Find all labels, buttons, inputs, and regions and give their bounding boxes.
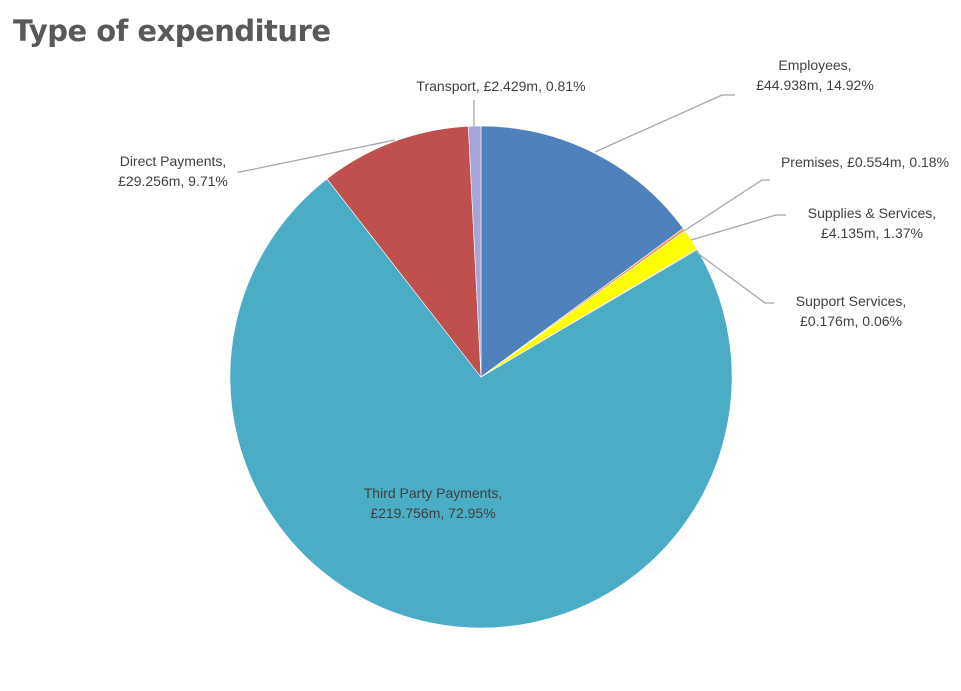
data-label-line: Supplies & Services, bbox=[808, 205, 936, 221]
leader-line-support-services bbox=[695, 251, 774, 304]
data-labels: Employees, £44.938m, 14.92% Premises, £0.5… bbox=[118, 57, 949, 521]
data-label-direct-payments: Direct Payments, £29.256m, 9.71% bbox=[118, 153, 228, 189]
data-label-transport: Transport, £2.429m, 0.81% bbox=[416, 78, 585, 94]
leader-line-premises bbox=[683, 179, 770, 232]
data-label-supplies-and-services: Supplies & Services, £4.135m, 1.37% bbox=[808, 205, 936, 241]
data-label-employees: Employees, £44.938m, 14.92% bbox=[756, 57, 874, 93]
data-label-third-party-payments: Third Party Payments, £219.756m, 72.95% bbox=[364, 485, 503, 521]
data-label-line: Support Services, bbox=[796, 293, 907, 309]
data-label-line: Transport, £2.429m, 0.81% bbox=[416, 78, 585, 94]
data-label-line: Direct Payments, bbox=[120, 153, 227, 169]
pie-slices bbox=[229, 125, 733, 629]
slice-employees bbox=[480, 125, 684, 378]
data-label-line: £0.176m, 0.06% bbox=[800, 313, 902, 329]
data-label-support-services: Support Services, £0.176m, 0.06% bbox=[796, 293, 907, 329]
leader-line-supplies-and-services bbox=[690, 214, 786, 241]
chart-title: Type of expenditure bbox=[13, 14, 331, 48]
leader-line-direct-payments bbox=[237, 139, 396, 173]
data-label-line: £44.938m, 14.92% bbox=[756, 77, 874, 93]
data-label-line: Premises, £0.554m, 0.18% bbox=[781, 154, 949, 170]
slice-third-party-payments bbox=[229, 178, 733, 629]
data-label-line: Third Party Payments, bbox=[364, 485, 503, 501]
data-label-line: £4.135m, 1.37% bbox=[821, 225, 923, 241]
data-label-line: Employees, bbox=[778, 57, 851, 73]
data-label-line: £219.756m, 72.95% bbox=[370, 505, 495, 521]
leader-lines bbox=[237, 94, 786, 304]
data-label-premises: Premises, £0.554m, 0.18% bbox=[781, 154, 949, 170]
slice-direct-payments bbox=[326, 126, 482, 378]
data-label-line: £29.256m, 9.71% bbox=[118, 173, 228, 189]
leader-line-employees bbox=[594, 94, 735, 153]
